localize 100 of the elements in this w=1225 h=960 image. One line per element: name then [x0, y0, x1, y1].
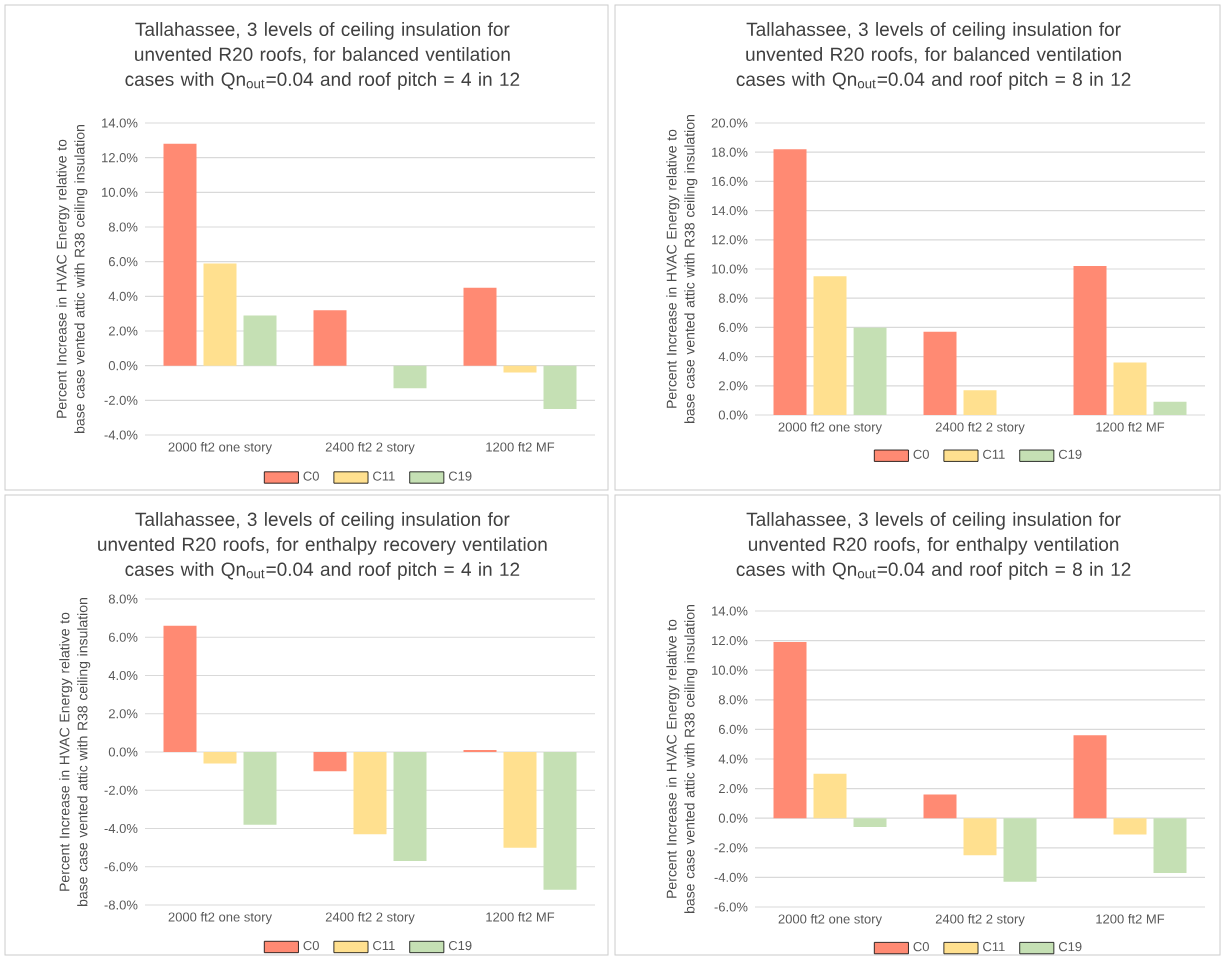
y-axis-title: Percent Increase in HVAC Energy relative to base case vented attic with R38 ceiling insulation — [666, 605, 698, 913]
y-tick-label: 8.0% — [108, 594, 138, 604]
y-tick-label: 2.0% — [108, 709, 138, 719]
y-axis-title: Percent Increase in HVAC Energy relative to base case vented attic with R38 ceiling insulation — [56, 125, 88, 433]
y-tick-label: 6.0% — [718, 322, 748, 332]
legend-label: C0 — [303, 471, 319, 481]
y-tick-label: 2.0% — [108, 326, 138, 336]
y-tick-label: 14.0% — [712, 606, 748, 616]
y-tick-label: 12.0% — [712, 235, 748, 245]
y-tick-label: 4.0% — [718, 754, 748, 764]
y-tick-label: 0.0% — [718, 410, 748, 420]
bar — [203, 752, 237, 764]
y-tick-label: 12.0% — [102, 153, 138, 163]
legend-label: C19 — [448, 471, 472, 481]
y-tick-label: -4.0% — [714, 872, 748, 882]
chart-title: Tallahassee, 3 levels of ceiling insulation for unvented R20 roofs, for enthalpy recovery ventilation cases with Qn$_{out}$=0.04 and roof pitch = 4 in 12 — [98, 512, 547, 580]
legend-label: C0 — [913, 942, 929, 952]
chart-title: Tallahassee, 3 levels of ceiling insulation for unvented R20 roofs, for balanced ventilation cases with Qn$_{out}$=0.04 and roof pitch = 4 in 12 — [125, 22, 520, 90]
legend-label: C0 — [913, 449, 929, 459]
y-tick-label: -6.0% — [104, 862, 138, 872]
y-tick-label: 6.0% — [108, 257, 138, 267]
legend-label: C11 — [373, 940, 395, 951]
y-tick-label: -2.0% — [104, 395, 138, 405]
y-tick-label: 8.0% — [718, 695, 748, 705]
x-tick-label: 2000 ft2 one story — [168, 912, 272, 925]
x-tick-label: 2400 ft2 2 story — [325, 912, 415, 925]
y-tick-label: 14.0% — [712, 206, 748, 216]
y-tick-label: 10.0% — [712, 264, 748, 274]
bar — [243, 752, 277, 825]
bar — [1003, 818, 1037, 882]
bar — [203, 263, 237, 366]
bar — [393, 752, 427, 862]
bar — [773, 149, 807, 415]
y-tick-label: -6.0% — [714, 902, 748, 912]
bar — [923, 331, 957, 415]
y-tick-label: 8.0% — [108, 222, 138, 232]
bar — [313, 752, 347, 772]
bar — [923, 794, 957, 819]
bar — [1113, 818, 1147, 835]
bar — [503, 365, 537, 373]
legend-label: C19 — [1058, 942, 1082, 952]
chart-title: Tallahassee, 3 levels of ceiling insulation for unvented R20 roofs, for enthalpy ventilation cases with Qn$_{out}$=0.04 and roof pitch = 8 in 12 — [736, 512, 1131, 580]
bar — [813, 276, 847, 415]
y-tick-label: 8.0% — [718, 293, 748, 303]
bar — [1113, 362, 1147, 415]
y-tick-label: -2.0% — [714, 843, 748, 853]
x-tick-label: 1200 ft2 MF — [1096, 422, 1165, 432]
x-tick-label: 2400 ft2 2 story — [935, 914, 1025, 927]
y-tick-label: 12.0% — [712, 636, 748, 646]
bar — [393, 365, 427, 389]
bar — [963, 818, 997, 856]
y-tick-label: 0.0% — [718, 813, 748, 823]
bar — [853, 818, 887, 828]
bar — [1153, 818, 1187, 873]
bar — [853, 327, 887, 415]
bar — [543, 365, 577, 409]
bar — [503, 752, 537, 848]
legend-label: C0 — [303, 940, 319, 951]
bar — [163, 143, 197, 366]
bar — [1073, 266, 1107, 415]
y-tick-label: 10.0% — [712, 665, 748, 675]
y-tick-label: 2.0% — [718, 381, 748, 391]
y-tick-label: 16.0% — [712, 176, 748, 186]
y-tick-label: 2.0% — [718, 784, 748, 794]
y-tick-label: 20.0% — [711, 118, 748, 128]
x-tick-label: 1200 ft2 MF — [486, 442, 555, 452]
y-tick-label: 4.0% — [718, 352, 748, 362]
y-axis-title: Percent Increase in HVAC Energy relative to base case vented attic with R38 ceiling insulation — [59, 598, 91, 906]
x-tick-label: 1200 ft2 MF — [486, 912, 555, 922]
y-tick-label: -4.0% — [104, 430, 138, 440]
bar — [463, 287, 497, 366]
legend-label: C19 — [1058, 449, 1082, 459]
x-tick-label: 1200 ft2 MF — [1096, 914, 1165, 924]
bar — [353, 752, 387, 835]
chart-title: Tallahassee, 3 levels of ceiling insulation for unvented R20 roofs, for balanced ventilation cases with Qn$_{out}$=0.04 and roof pitch = 8 in 12 — [736, 22, 1131, 90]
bar — [963, 390, 997, 415]
x-tick-label: 2400 ft2 2 story — [935, 422, 1025, 435]
y-axis-title: Percent Increase in HVAC Energy relative to base case vented attic with R38 ceiling insulation — [666, 115, 698, 423]
y-tick-label: 4.0% — [108, 670, 138, 681]
y-tick-label: -2.0% — [104, 785, 138, 795]
x-tick-label: 2000 ft2 one story — [778, 422, 882, 435]
bar — [543, 752, 577, 890]
y-tick-label: -8.0% — [104, 900, 138, 910]
bar — [243, 315, 277, 366]
legend-label: C19 — [448, 940, 472, 951]
y-tick-label: 6.0% — [108, 632, 138, 642]
x-tick-label: 2000 ft2 one story — [168, 442, 272, 455]
legend-label: C11 — [983, 449, 1005, 459]
bar — [773, 642, 807, 819]
bar — [313, 310, 347, 366]
x-tick-label: 2400 ft2 2 story — [325, 442, 415, 455]
bar — [163, 625, 197, 752]
legend-label: C11 — [983, 942, 1005, 952]
y-tick-label: 18.0% — [712, 147, 748, 157]
y-tick-label: 6.0% — [718, 724, 748, 734]
y-tick-label: 14.0% — [102, 118, 138, 128]
bar — [1073, 735, 1107, 819]
bar — [813, 773, 847, 819]
y-tick-label: -4.0% — [104, 823, 138, 834]
y-tick-label: 0.0% — [108, 747, 138, 757]
